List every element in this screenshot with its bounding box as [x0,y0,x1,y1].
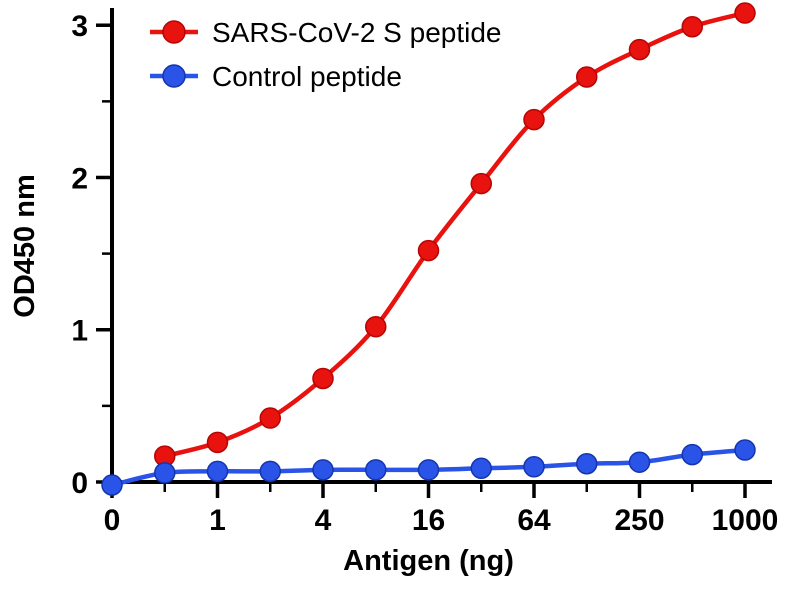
data-point [417,239,440,262]
x-tick-label: 16 [412,504,445,537]
data-point [365,459,387,481]
x-tick-label: 1 [209,504,226,537]
data-point [206,460,229,483]
data-point [628,451,651,473]
data-point [681,443,703,466]
data-point [734,439,756,461]
data-point [312,459,334,481]
data-point [206,431,229,454]
y-tick-label: 0 [71,467,88,500]
legend-marker [162,20,186,44]
y-tick-label: 2 [71,162,88,195]
data-point [470,457,492,480]
data-point [365,315,387,338]
legend-label: Control peptide [212,61,402,92]
x-tick-label: 4 [315,504,332,537]
data-point [470,172,492,195]
x-tick-label: 1000 [712,504,779,537]
x-axis-title: Antigen (ng) [343,545,514,577]
data-point [417,459,440,481]
y-tick-label: 1 [71,315,88,348]
x-tick-label: 64 [517,504,551,537]
x-tick-label: 250 [614,504,664,537]
data-point [734,2,756,24]
data-point [312,367,334,390]
data-point [576,66,598,88]
data-point [101,474,123,496]
legend-label: SARS-CoV-2 S peptide [212,17,502,48]
data-point [523,456,545,478]
data-point [259,407,281,429]
legend-marker [162,64,186,88]
data-point [576,452,598,475]
data-point [628,38,651,61]
data-point [259,460,281,483]
y-axis-title: OD450 nm [9,174,41,317]
data-point [154,462,176,484]
x-tick-label: 0 [104,504,121,537]
data-point [523,108,545,131]
y-tick-label: 3 [71,10,88,43]
data-point [681,15,703,38]
